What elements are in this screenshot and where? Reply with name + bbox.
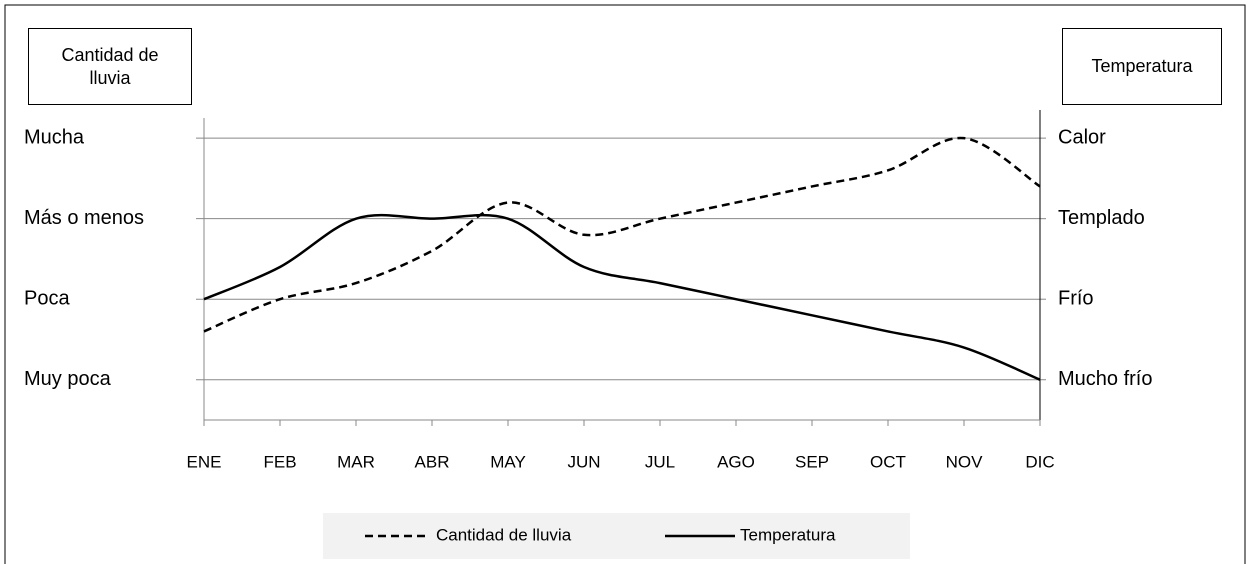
y-tick-label: Poca (24, 287, 70, 309)
x-tick-label: OCT (870, 452, 906, 471)
x-tick-label: JUN (567, 452, 600, 471)
line-series (203, 136, 1041, 333)
y-tick-label: Mucha (24, 126, 85, 148)
x-tick-label: MAR (337, 452, 375, 471)
y-tick-label: Más o menos (24, 207, 144, 229)
x-tick-label: NOV (946, 452, 984, 471)
x-tick-label: ENE (187, 452, 222, 471)
x-tick-label: MAY (490, 452, 526, 471)
x-tick-label: SEP (795, 452, 829, 471)
y2-tick-label: Mucho frío (1058, 368, 1152, 390)
legend-label: Temperatura (740, 525, 836, 544)
line-series (203, 213, 1041, 381)
x-tick-label: ABR (415, 452, 450, 471)
x-tick-label: DIC (1025, 452, 1054, 471)
y2-tick-label: Calor (1058, 126, 1106, 148)
y2-axis-label: Temperatura (1062, 28, 1222, 105)
y2-tick-label: Templado (1058, 207, 1145, 229)
y-tick-label: Muy poca (24, 368, 112, 390)
legend-label: Cantidad de lluvia (436, 525, 572, 544)
y-axis-label: Cantidad de lluvia (28, 28, 192, 105)
x-tick-label: JUL (645, 452, 675, 471)
x-tick-label: AGO (717, 452, 755, 471)
chart-border (4, 4, 1246, 564)
y2-tick-label: Frío (1058, 287, 1094, 309)
x-tick-label: FEB (263, 452, 296, 471)
